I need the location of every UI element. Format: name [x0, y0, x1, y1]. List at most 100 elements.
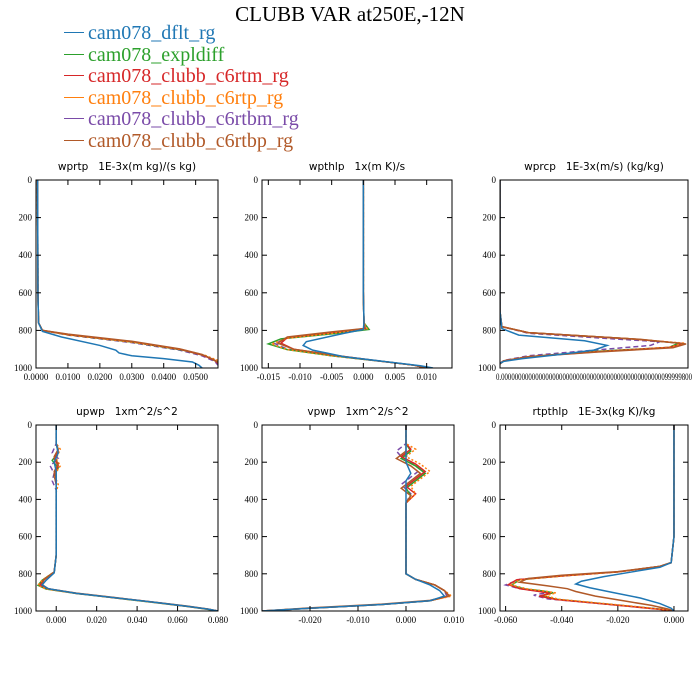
plot-frame	[499, 424, 689, 612]
legend-swatch	[64, 139, 84, 141]
y-tick-label: 200	[19, 457, 33, 467]
chart-panel: wprcp 1E-3x(m/s) (kg/kg) 0 200 400 600 800 100…	[478, 161, 692, 382]
y-tick-label: 800	[19, 569, 33, 579]
legend-label: cam078_dflt_rg	[88, 22, 216, 44]
x-tick-label: -0.040	[550, 615, 574, 625]
series-group	[266, 180, 434, 368]
y-tick-label: 200	[19, 213, 33, 223]
x-tick-label: -0.010	[346, 615, 370, 625]
legend-label: cam078_expldiff	[88, 43, 225, 66]
legend-swatch	[64, 53, 84, 55]
y-tick-label: 800	[19, 325, 33, 335]
x-tick-label: -0.015	[257, 372, 281, 382]
plot-frame	[499, 179, 689, 369]
y-tick-label: 200	[245, 213, 259, 223]
series-line-c6rtp	[269, 180, 427, 368]
legend-label: cam078_clubb_c6rtbm_rg	[88, 108, 299, 130]
plot-frame	[35, 424, 219, 612]
y-tick-label: 200	[245, 457, 259, 467]
y-tick-label: 800	[245, 569, 259, 579]
legend-swatch	[64, 118, 84, 119]
x-tick-label: 0.060	[167, 615, 188, 625]
series-line-c6rtbp	[41, 425, 218, 611]
legend-label: cam078_clubb_c6rtp_rg	[88, 86, 284, 109]
legend-swatch	[64, 32, 84, 33]
y-tick-label: 0	[492, 175, 497, 185]
series-group	[36, 180, 218, 368]
series-line-c6rtbp	[36, 180, 218, 364]
series-line-c6rtp	[36, 425, 218, 611]
y-tick-label: 1000	[478, 606, 497, 616]
y-tick-label: 600	[19, 532, 33, 542]
series-line-c6rtm	[36, 180, 218, 364]
series-line-c6rtbm	[272, 180, 427, 368]
series-line-dflt	[262, 425, 446, 611]
y-tick-label: 800	[245, 325, 259, 335]
series-group	[36, 425, 218, 611]
y-tick-label: 600	[245, 288, 259, 298]
series-line-c6rtbm	[262, 425, 448, 611]
x-tick-label: 0.010	[417, 372, 438, 382]
y-tick-label: 400	[245, 250, 259, 260]
x-tick-label: 0.005	[385, 372, 406, 382]
series-line-expldiff	[509, 425, 675, 611]
y-tick-label: 400	[483, 250, 497, 260]
y-tick-label: 800	[483, 325, 497, 335]
y-tick-label: 400	[245, 494, 259, 504]
series-line-c6rtp	[509, 425, 675, 611]
series-group	[500, 180, 687, 365]
chart-panel: wprtp 1E-3x(m kg)/(s kg) 0 200 400 600 800 100…	[14, 161, 219, 382]
y-tick-label: 600	[245, 532, 259, 542]
x-tick-label: 0.0100	[56, 372, 81, 382]
x-tick-label: 0.0000	[24, 372, 49, 382]
plot-frame	[261, 179, 453, 369]
y-tick-label: 1000	[14, 363, 33, 373]
y-tick-label: 400	[483, 494, 497, 504]
x-tick-label: 0.0500	[183, 372, 208, 382]
y-tick-label: 400	[19, 250, 33, 260]
x-tick-label: 0.010	[444, 615, 465, 625]
x-tick-label: 0.080	[208, 615, 229, 625]
plot-title: wprtp 1E-3x(m kg)/(s kg)	[58, 161, 196, 173]
series-line-c6rtbp	[276, 180, 427, 368]
x-tick-label: 0.0300	[119, 372, 144, 382]
x-tick-label: -0.020	[606, 615, 630, 625]
series-line-expldiff	[266, 180, 427, 368]
series-line-c6rtm	[506, 425, 675, 611]
x-tick-label: -0.010	[288, 372, 312, 382]
plot-title: upwp 1xm^2/s^2	[76, 406, 178, 418]
y-tick-label: 200	[483, 457, 497, 467]
y-tick-label: 1000	[240, 363, 259, 373]
y-tick-label: 600	[19, 288, 33, 298]
x-tick-label: 0.020	[87, 615, 108, 625]
x-tick-label: -0.005	[320, 372, 344, 382]
y-tick-label: 800	[483, 569, 497, 579]
y-tick-label: 400	[19, 494, 33, 504]
y-tick-label: 0	[492, 420, 497, 430]
x-tick-label: 0.000	[46, 615, 67, 625]
x-tick-label: 0.0400	[151, 372, 176, 382]
legend-label: cam078_clubb_c6rtbp_rg	[88, 129, 294, 152]
legend-label: cam078_clubb_c6rtm_rg	[88, 65, 289, 87]
legend-swatch	[64, 96, 84, 98]
y-tick-label: 0	[28, 420, 33, 430]
x-tick-label: 0.00000000000000000000000000000000000000…	[496, 372, 692, 382]
series-line-expldiff	[262, 425, 451, 611]
plot-title: wprcp 1E-3x(m/s) (kg/kg)	[524, 161, 664, 173]
plot-frame	[35, 179, 219, 369]
series-line-c6rtm	[262, 425, 451, 611]
x-tick-label: 0.000	[396, 615, 417, 625]
plot-title: vpwp 1xm^2/s^2	[307, 406, 408, 418]
series-line-c6rtm	[279, 180, 427, 368]
series-line-dflt	[500, 180, 610, 364]
series-group	[262, 425, 454, 611]
series-group	[503, 425, 675, 611]
series-line-dflt	[301, 180, 434, 368]
y-tick-label: 0	[28, 175, 33, 185]
legend-swatch	[64, 75, 84, 76]
series-line-c6rtbm	[38, 425, 218, 611]
y-tick-label: 0	[254, 175, 259, 185]
plot-title: rtpthlp 1E-3x(kg K)/kg	[533, 406, 656, 418]
series-line-dflt	[40, 425, 218, 611]
